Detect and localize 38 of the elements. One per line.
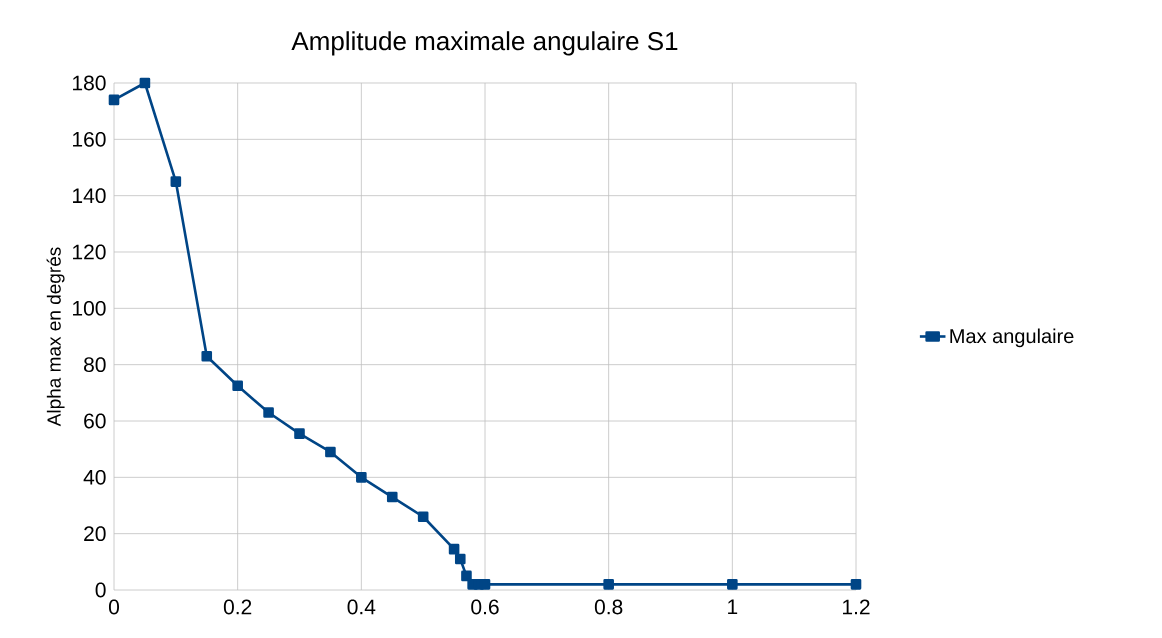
point bbox=[294, 428, 305, 439]
point bbox=[325, 446, 336, 458]
y-tick-label: 20 bbox=[84, 526, 106, 542]
x-tick-label: 1 bbox=[728, 599, 738, 614]
x-tick-label: 0 bbox=[108, 599, 120, 615]
y-tick-label: 120 bbox=[73, 244, 106, 260]
y-axis-title: Alpha max en degrés bbox=[46, 247, 65, 427]
point bbox=[386, 491, 398, 503]
point bbox=[108, 94, 120, 106]
x-tick-label: 0.4 bbox=[347, 599, 376, 615]
chart-title: Amplitude maximale angulaire S1 bbox=[291, 31, 678, 56]
x-tick-label: 0.6 bbox=[471, 599, 499, 615]
y-tick-label: 160 bbox=[73, 131, 106, 147]
point bbox=[232, 380, 243, 392]
point bbox=[454, 553, 466, 565]
y-tick-label: 0 bbox=[95, 582, 106, 598]
point bbox=[417, 511, 429, 523]
point bbox=[263, 407, 274, 418]
y-tick-label: 60 bbox=[84, 413, 106, 429]
y-tick-label: 140 bbox=[73, 188, 106, 204]
point bbox=[448, 543, 460, 555]
x-tick-label: 0.8 bbox=[594, 599, 623, 615]
y-tick-label: 80 bbox=[84, 357, 106, 373]
x-tick-label: 0.2 bbox=[223, 599, 252, 615]
x-tick-label: 1.2 bbox=[843, 599, 870, 615]
y-tick-label: 100 bbox=[73, 300, 106, 316]
point bbox=[356, 472, 367, 483]
y-tick-label: 180 bbox=[73, 75, 106, 91]
point bbox=[727, 579, 738, 590]
y-tick-label: 40 bbox=[83, 469, 106, 485]
point bbox=[201, 350, 213, 362]
point bbox=[461, 570, 472, 582]
point bbox=[603, 579, 614, 590]
point bbox=[170, 176, 182, 187]
point bbox=[139, 77, 151, 89]
point bbox=[850, 579, 862, 590]
legend-label: Max angulaire bbox=[950, 328, 1074, 348]
point bbox=[479, 579, 491, 590]
